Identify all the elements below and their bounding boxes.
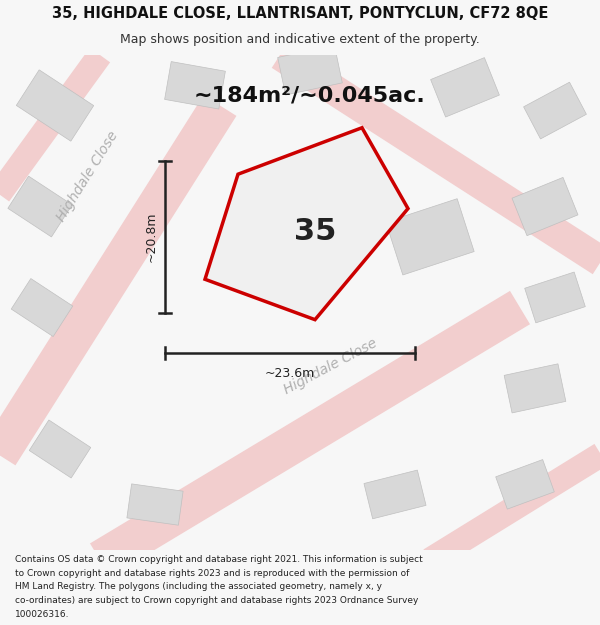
Polygon shape [8, 176, 72, 237]
Text: 100026316.: 100026316. [15, 609, 70, 619]
Text: ~20.8m: ~20.8m [145, 212, 157, 262]
Polygon shape [227, 177, 313, 257]
Polygon shape [364, 470, 426, 519]
Text: 35: 35 [295, 217, 337, 246]
Text: Map shows position and indicative extent of the property.: Map shows position and indicative extent… [120, 32, 480, 46]
Polygon shape [205, 127, 408, 319]
Text: HM Land Registry. The polygons (including the associated geometry, namely x, y: HM Land Registry. The polygons (includin… [15, 582, 382, 591]
Polygon shape [431, 58, 499, 117]
Text: to Crown copyright and database rights 2023 and is reproduced with the permissio: to Crown copyright and database rights 2… [15, 569, 409, 578]
Text: ~184m²/~0.045ac.: ~184m²/~0.045ac. [194, 86, 426, 106]
Polygon shape [524, 82, 586, 139]
Polygon shape [496, 459, 554, 509]
Polygon shape [11, 279, 73, 336]
Polygon shape [278, 45, 343, 95]
Text: 35, HIGHDALE CLOSE, LLANTRISANT, PONTYCLUN, CF72 8QE: 35, HIGHDALE CLOSE, LLANTRISANT, PONTYCL… [52, 6, 548, 21]
Text: ~23.6m: ~23.6m [265, 367, 315, 380]
Polygon shape [512, 177, 578, 236]
Text: Highdale Close: Highdale Close [281, 336, 379, 397]
Polygon shape [29, 420, 91, 478]
Polygon shape [386, 199, 474, 275]
Text: Highdale Close: Highdale Close [55, 129, 121, 224]
Polygon shape [127, 484, 183, 525]
Polygon shape [525, 272, 585, 323]
Polygon shape [504, 364, 566, 413]
Polygon shape [16, 70, 94, 141]
Polygon shape [164, 62, 226, 109]
Text: co-ordinates) are subject to Crown copyright and database rights 2023 Ordnance S: co-ordinates) are subject to Crown copyr… [15, 596, 418, 605]
Text: Contains OS data © Crown copyright and database right 2021. This information is : Contains OS data © Crown copyright and d… [15, 555, 423, 564]
